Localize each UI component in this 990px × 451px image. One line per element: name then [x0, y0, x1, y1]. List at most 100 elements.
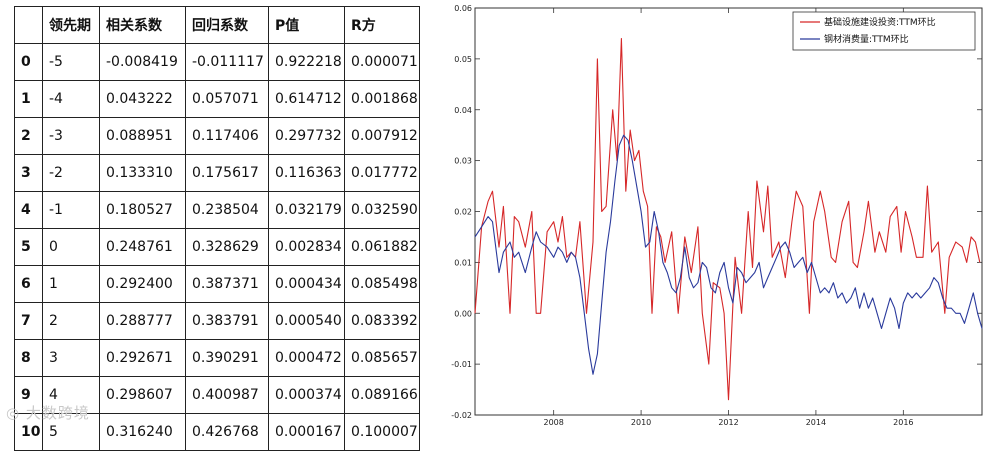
header-row: 领先期 相关系数 回归系数 P值 R方 [14, 6, 420, 44]
table-cell: 1 [42, 265, 100, 303]
row-index-cell: 8 [14, 339, 43, 377]
y-tick-label: -0.02 [451, 411, 472, 420]
table-cell: 0.400987 [185, 376, 269, 414]
table-cell: 0.117406 [185, 117, 269, 155]
line-chart: -0.02 -0.01 0.00 0.01 0.02 0.03 0.04 0.05 0.06 2… [451, 4, 983, 427]
row-index-cell: 3 [14, 154, 43, 192]
table-row: 3 -2 0.133310 0.175617 0.116363 0.017772 [14, 154, 420, 192]
table-header: 领先期 相关系数 回归系数 P值 R方 [14, 6, 420, 44]
row-index-cell: 9 [14, 376, 43, 414]
table-cell: 0.298607 [99, 376, 186, 414]
table-cell: 0.292400 [99, 265, 186, 303]
row-index-cell: 5 [14, 228, 43, 266]
y-tick-label: 0.05 [454, 55, 472, 64]
y-tick-label: 0.01 [454, 258, 472, 267]
row-index-cell: 7 [14, 302, 43, 340]
y-tick-label: 0.02 [454, 208, 472, 217]
table-cell: -0.011117 [185, 43, 269, 81]
legend-box [792, 11, 976, 51]
table-cell: 0.292671 [99, 339, 186, 377]
series-line-infrastructure [474, 37, 981, 401]
table-cell: 0.085498 [344, 265, 420, 303]
table-cell: 0.057071 [185, 80, 269, 118]
table-cell: 0.032590 [344, 191, 420, 229]
y-axis: -0.02 -0.01 0.00 0.01 0.02 0.03 0.04 0.05 0.06 [451, 4, 982, 420]
table-cell: 0.383791 [185, 302, 269, 340]
y-tick-label: 0.04 [454, 106, 472, 115]
table-cell: -0.008419 [99, 43, 186, 81]
table-cell: -5 [42, 43, 100, 81]
table-cell: -3 [42, 117, 100, 155]
watermark-logo: ◎ 大数跨境 [6, 402, 90, 423]
table-cell: 0.387371 [185, 265, 269, 303]
column-header: P值 [268, 6, 345, 44]
table-row: 0 -5 -0.008419 -0.011117 0.922218 0.000071 [14, 43, 420, 81]
legend-label-steel: 钢材消费量:TTM环比 [824, 33, 909, 45]
table-cell: 0.061882 [344, 228, 420, 266]
table-cell: 0.083392 [344, 302, 420, 340]
table-cell: 0.297732 [268, 117, 345, 155]
table-cell: 0.288777 [99, 302, 186, 340]
y-tick-label: 0.00 [454, 309, 472, 318]
y-tick-label: 0.03 [454, 157, 472, 166]
y-tick-label: -0.01 [451, 360, 472, 369]
x-tick-label: 2012 [718, 418, 738, 427]
column-header: 相关系数 [99, 6, 186, 44]
table-cell: 0.426768 [185, 413, 269, 451]
table-cell: 0.007912 [344, 117, 420, 155]
row-index-cell: 0 [14, 43, 43, 81]
x-tick-label: 2016 [893, 418, 913, 427]
table-cell: -2 [42, 154, 100, 192]
table-row: 9 4 0.298607 0.400987 0.000374 0.089166 [14, 376, 420, 414]
column-header: 回归系数 [185, 6, 269, 44]
watermark-circle-icon: ◎ [6, 404, 26, 422]
table-cell: 0.043222 [99, 80, 186, 118]
table-cell: 0.000434 [268, 265, 345, 303]
table-cell: -4 [42, 80, 100, 118]
table-cell: -1 [42, 191, 100, 229]
table-cell: 0.390291 [185, 339, 269, 377]
x-tick-label: 2014 [806, 418, 826, 427]
table-cell: 0.000374 [268, 376, 345, 414]
correlation-table-container: 领先期 相关系数 回归系数 P值 R方 0 -5 -0.008419 -0.011117 0.9… [14, 6, 420, 451]
table-cell: 0.017772 [344, 154, 420, 192]
column-header: R方 [344, 6, 420, 44]
row-index-cell: 4 [14, 191, 43, 229]
table-row: 7 2 0.288777 0.383791 0.000540 0.083392 [14, 302, 420, 340]
table-cell: 0.238504 [185, 191, 269, 229]
y-tick-label: 0.06 [454, 4, 472, 13]
table-cell: 0 [42, 228, 100, 266]
table-cell: 0.316240 [99, 413, 186, 451]
table-cell: 0.922218 [268, 43, 345, 81]
row-index-cell: 6 [14, 265, 43, 303]
table-body: 0 -5 -0.008419 -0.011117 0.922218 0.000071 1 -4… [14, 43, 420, 451]
table-cell: 0.180527 [99, 191, 186, 229]
table-row: 1 -4 0.043222 0.057071 0.614712 0.001868 [14, 80, 420, 118]
series-lines [474, 37, 983, 401]
table-cell: 0.001868 [344, 80, 420, 118]
table-row: 6 1 0.292400 0.387371 0.000434 0.085498 [14, 265, 420, 303]
table-cell: 0.000071 [344, 43, 420, 81]
watermark-text: 大数跨境 [25, 404, 90, 422]
table-row: 5 0 0.248761 0.328629 0.002834 0.061882 [14, 228, 420, 266]
table-cell: 0.088951 [99, 117, 186, 155]
correlation-table: 领先期 相关系数 回归系数 P值 R方 0 -5 -0.008419 -0.011117 0.9… [14, 6, 420, 451]
table-row: 4 -1 0.180527 0.238504 0.032179 0.032590 [14, 191, 420, 229]
table-cell: 0.248761 [99, 228, 186, 266]
table-cell: 0.175617 [185, 154, 269, 192]
table-cell: 0.000167 [268, 413, 345, 451]
x-tick-label: 2008 [543, 418, 563, 427]
table-cell: 0.002834 [268, 228, 345, 266]
x-tick-label: 2010 [631, 418, 651, 427]
legend: 基础设施建设投资:TTM环比 钢材消费量:TTM环比 [792, 11, 976, 51]
table-cell: 0.100007 [344, 413, 420, 451]
table-row: 8 3 0.292671 0.390291 0.000472 0.085657 [14, 339, 420, 377]
table-cell: 3 [42, 339, 100, 377]
table-cell: 0.614712 [268, 80, 345, 118]
table-row: 2 -3 0.088951 0.117406 0.297732 0.007912 [14, 117, 420, 155]
row-index-cell: 1 [14, 80, 43, 118]
table-cell: 2 [42, 302, 100, 340]
table-cell: 0.133310 [99, 154, 186, 192]
row-index-cell: 2 [14, 117, 43, 155]
table-cell: 0.000540 [268, 302, 345, 340]
